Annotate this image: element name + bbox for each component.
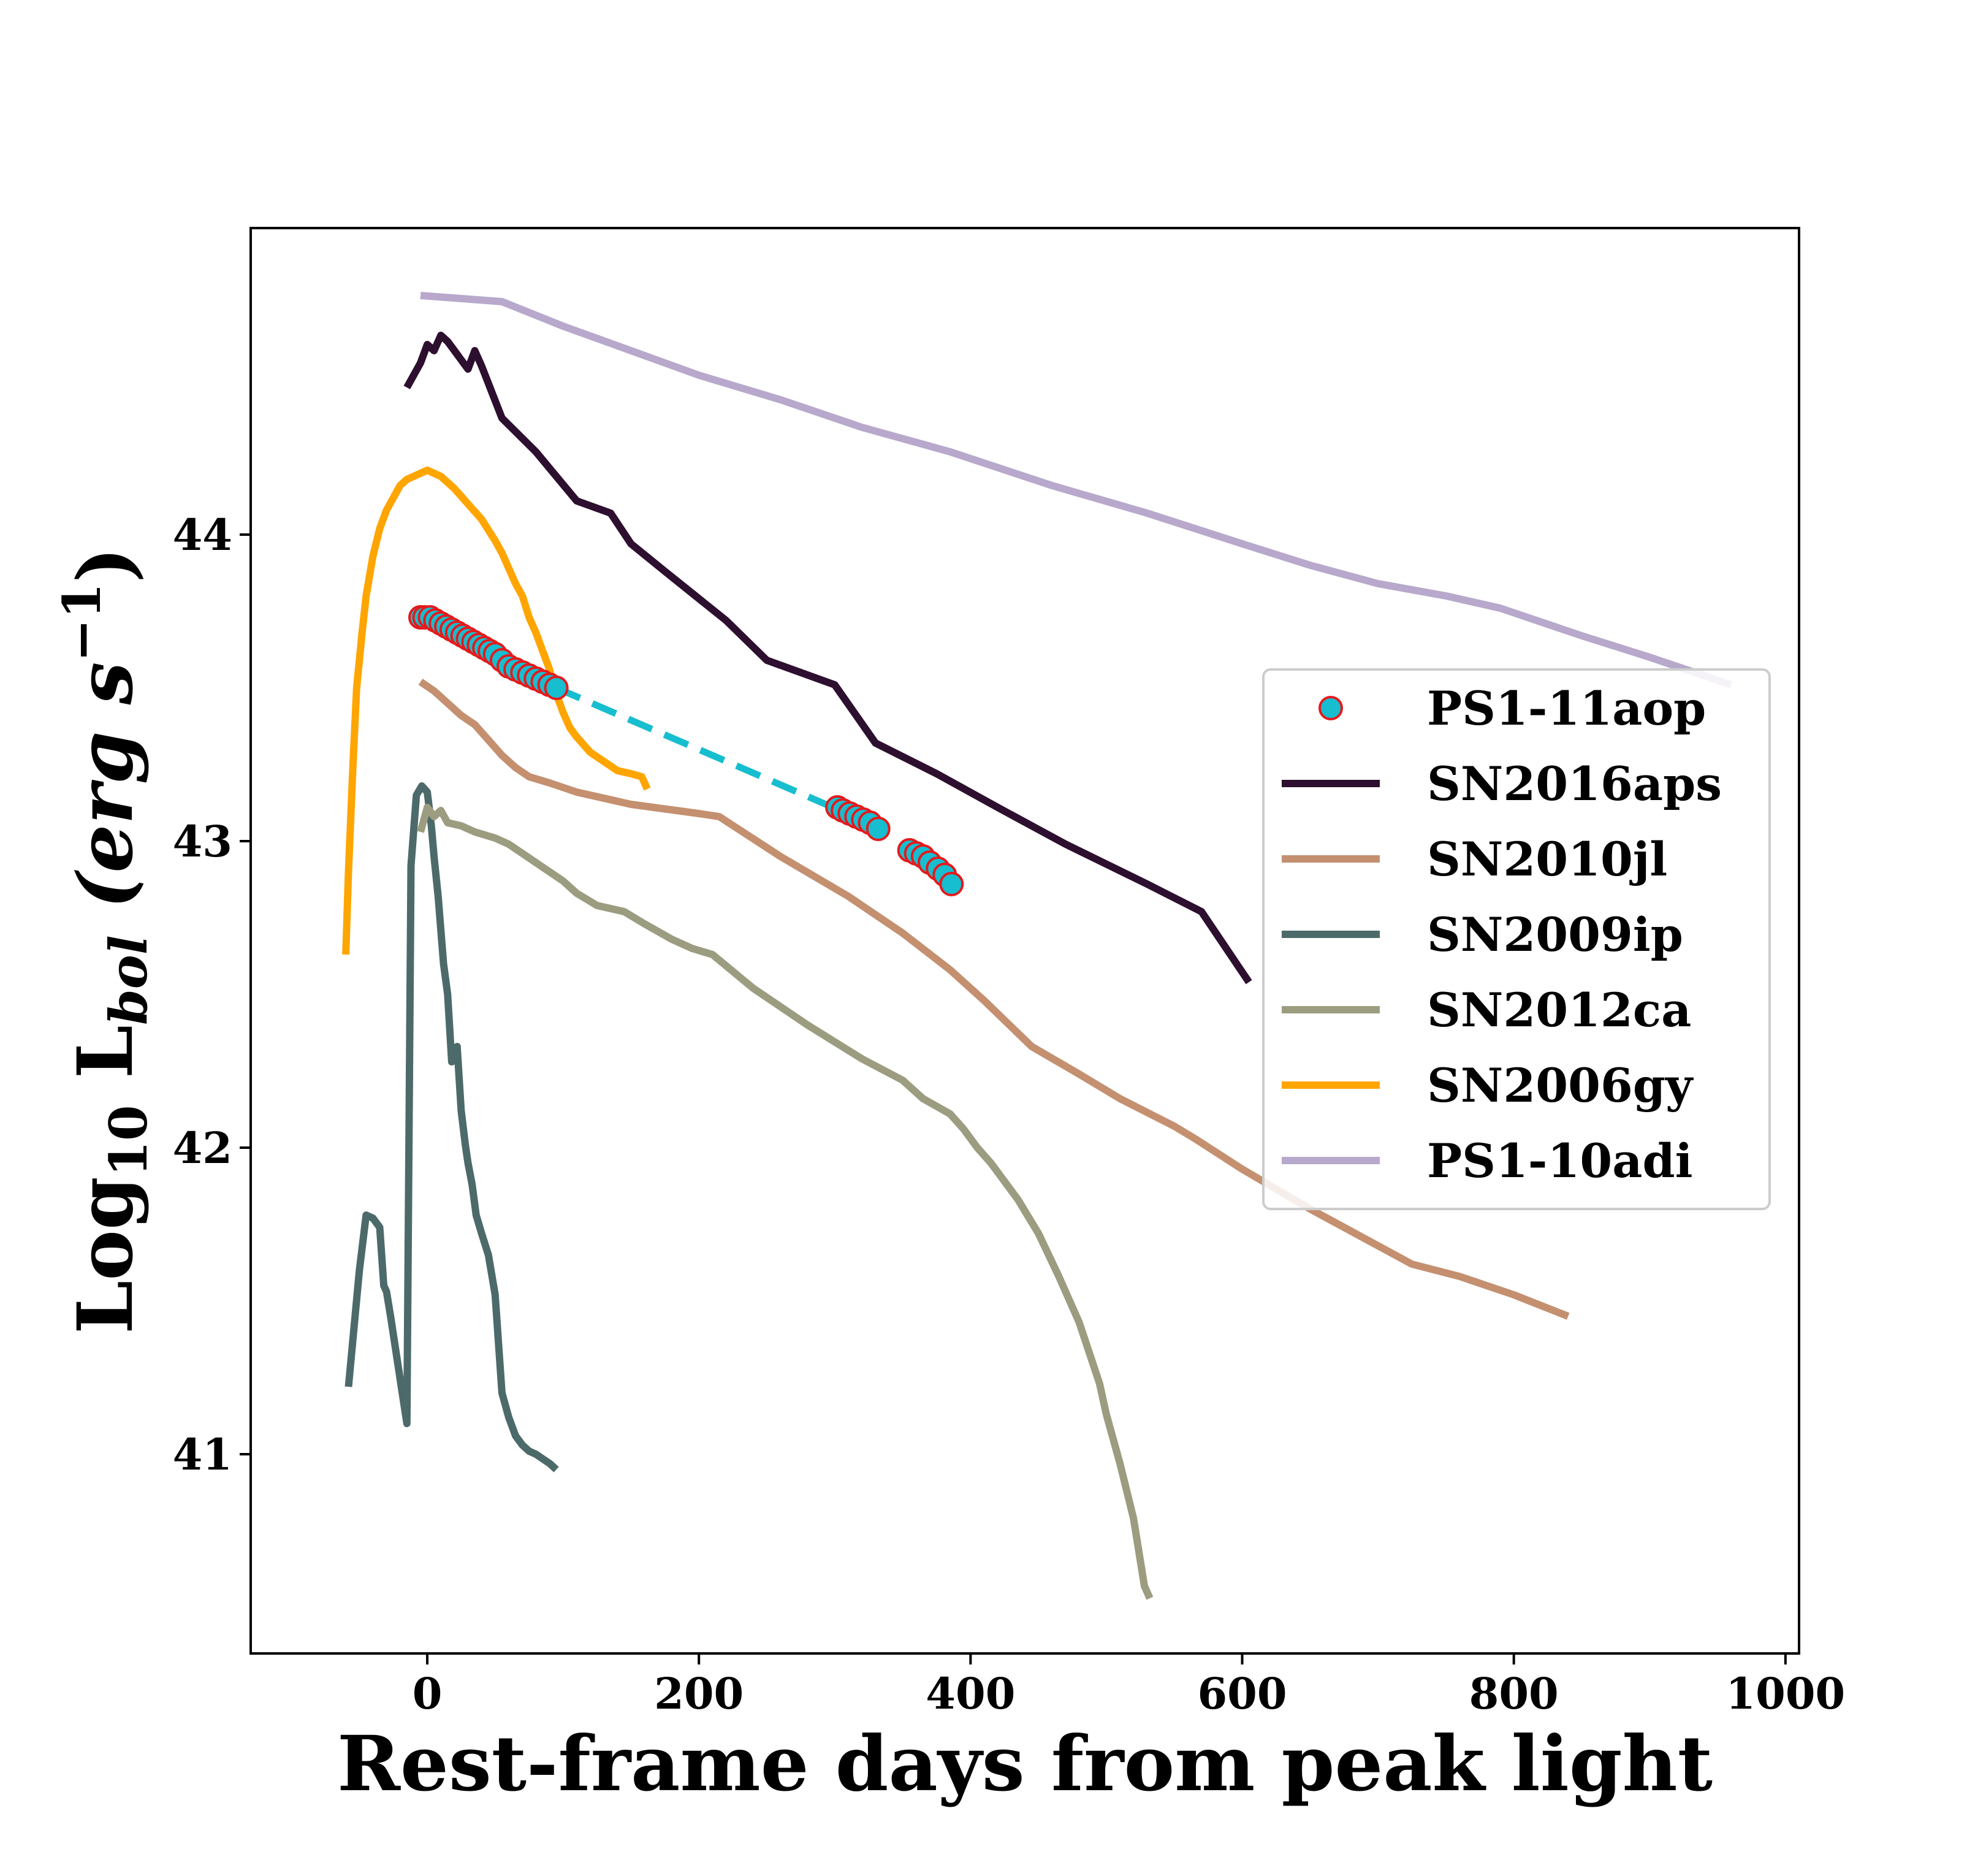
y-tick-label: 44 (173, 509, 232, 560)
y-label-lum: L (61, 1025, 150, 1105)
x-axis: 0 200 400 600 800 1000 (413, 1653, 1845, 1719)
legend-marker-ps1-11aop (1318, 696, 1343, 720)
x-axis-label: Rest-frame days from peak light (337, 1720, 1713, 1809)
legend-label-sn2006gy: SN2006gy (1427, 1058, 1694, 1113)
series-line-sn2006gy (342, 467, 651, 955)
y-label-units: (erg s (61, 662, 150, 936)
series-line-sn2012ca (417, 804, 1154, 1600)
legend-label-ps1-10adi: PS1-10adi (1427, 1134, 1692, 1188)
y-label-lum-subscript: bol (98, 935, 159, 1025)
data-point (939, 872, 964, 896)
legend-label-sn2009ip: SN2009ip (1427, 907, 1683, 962)
x-tick-label: 800 (1469, 1668, 1559, 1719)
y-tick-label: 41 (173, 1429, 232, 1480)
x-tick-label: 400 (926, 1668, 1015, 1719)
series-line-ps1-11aop-interp (555, 684, 877, 829)
legend-label-sn2012ca: SN2012ca (1427, 983, 1691, 1037)
data-point (544, 676, 569, 700)
y-label-exponent: −1 (51, 583, 112, 662)
legend: PS1-11aop SN2016aps SN2010jl SN2009ip SN2012… (1262, 668, 1771, 1210)
y-label-close: ) (61, 547, 150, 583)
x-tick-label: 200 (654, 1668, 744, 1719)
legend-label-ps1-11aop: PS1-11aop (1427, 681, 1706, 736)
legend-label-sn2010jl: SN2010jl (1427, 832, 1667, 887)
y-label-log-subscript: 10 (98, 1105, 159, 1176)
series-line-sn2016aps (403, 332, 1252, 985)
y-tick-label: 42 (173, 1123, 232, 1173)
series-line-ps1-10adi (420, 292, 1733, 688)
data-point (866, 817, 891, 841)
x-tick-label: 1000 (1725, 1668, 1845, 1719)
plot-area (342, 292, 1733, 1600)
legend-label-sn2016aps: SN2016aps (1427, 757, 1722, 811)
y-axis: 41 42 43 44 (173, 509, 251, 1480)
plot-frame (249, 227, 1800, 1655)
x-tick-label: 600 (1197, 1668, 1287, 1719)
series-line-sn2009ip (344, 782, 559, 1473)
y-axis-label: Log10 Lbol (erg s−1) (51, 547, 159, 1334)
y-label-log: Log (61, 1176, 150, 1334)
y-tick-label: 43 (173, 816, 232, 867)
x-tick-label: 0 (413, 1668, 443, 1719)
legend-box (1262, 668, 1771, 1210)
